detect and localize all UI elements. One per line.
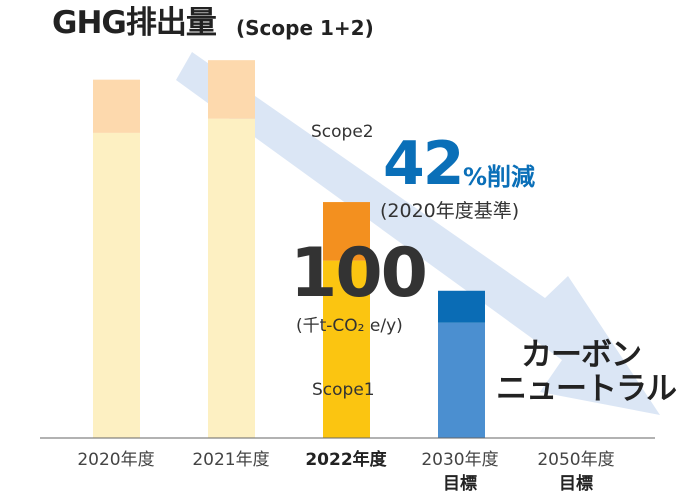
trend-arrow — [176, 52, 660, 415]
x-tick-sublabel: 目標 — [559, 474, 593, 494]
highlight-value: 100 — [290, 234, 428, 313]
x-tick-label: 2020年度 — [77, 450, 155, 470]
bar-scope2-1 — [93, 79, 140, 133]
bar-scope2-4 — [438, 290, 485, 323]
chart-subtitle: (Scope 1+2) — [236, 16, 374, 40]
reduction-unit: %削減 — [463, 163, 536, 191]
x-tick-label: 2021年度 — [192, 450, 270, 470]
carbon-neutral-line1: カーボン — [521, 337, 642, 373]
bar-scope1-3 — [323, 260, 370, 438]
bar-scope1-1 — [93, 132, 140, 438]
highlight-unit: (千t-CO₂ e/y) — [296, 316, 403, 336]
scope1-label: Scope1 — [312, 380, 375, 400]
x-tick-sublabel: 目標 — [443, 474, 477, 494]
reduction-basis: (2020年度基準) — [380, 200, 520, 222]
bar-scope1-4 — [438, 322, 485, 438]
x-tick-label: 2030年度 — [421, 450, 499, 470]
scope2-label: Scope2 — [311, 122, 374, 142]
bar-scope1-2 — [208, 118, 255, 439]
bars-group — [93, 60, 485, 439]
bar-scope2-3 — [323, 202, 370, 261]
carbon-neutral-line2: ニュートラル — [496, 371, 677, 407]
reduction-value: 42 — [383, 129, 464, 199]
chart-title: GHG排出量 — [52, 5, 217, 41]
x-tick-label: 2022年度 — [305, 450, 387, 470]
x-tick-label: 2050年度 — [537, 450, 615, 470]
bar-scope2-2 — [208, 60, 255, 119]
